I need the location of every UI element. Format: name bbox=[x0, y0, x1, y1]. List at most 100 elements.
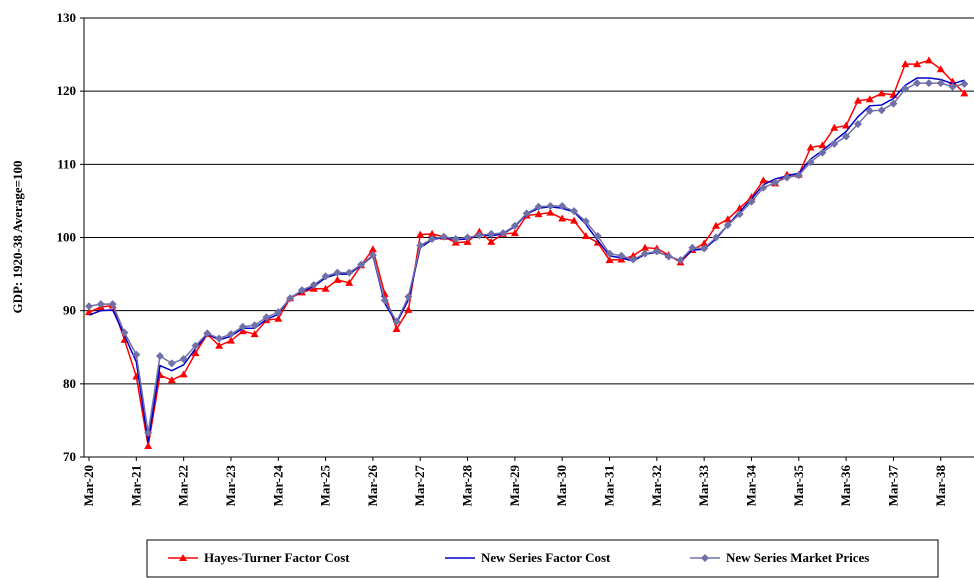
data-point bbox=[735, 210, 744, 219]
data-point bbox=[806, 143, 815, 151]
data-point bbox=[510, 229, 519, 237]
data-point bbox=[321, 272, 330, 281]
line bbox=[88, 82, 965, 433]
data-point bbox=[333, 275, 342, 283]
x-tick-label: Mar-28 bbox=[460, 465, 475, 507]
data-point bbox=[286, 294, 295, 303]
x-tick-label: Mar-26 bbox=[365, 465, 380, 507]
data-point bbox=[357, 260, 366, 269]
data-point bbox=[629, 251, 638, 259]
data-point bbox=[570, 207, 579, 216]
data-point bbox=[487, 237, 496, 245]
data-point bbox=[345, 278, 354, 286]
data-point bbox=[463, 233, 472, 242]
data-point bbox=[487, 229, 496, 238]
data-point bbox=[629, 255, 638, 264]
data-point bbox=[416, 230, 425, 238]
data-point bbox=[250, 321, 259, 330]
data-point bbox=[688, 243, 697, 252]
data-point bbox=[901, 84, 910, 93]
data-point bbox=[226, 330, 235, 339]
data-point bbox=[877, 89, 886, 97]
data-point bbox=[522, 209, 531, 218]
data-point bbox=[120, 328, 129, 337]
data-point bbox=[818, 148, 827, 157]
data-point bbox=[203, 329, 212, 338]
data-point bbox=[416, 241, 425, 250]
data-point bbox=[321, 284, 330, 292]
data-point bbox=[700, 239, 709, 247]
legend-label: Hayes-Turner Factor Cost bbox=[204, 550, 350, 565]
x-tick-label: Mar-31 bbox=[602, 465, 617, 506]
x-tick-label: Mar-29 bbox=[507, 465, 522, 507]
data-point bbox=[806, 158, 815, 167]
legend-label: New Series Market Prices bbox=[726, 550, 869, 565]
data-point bbox=[901, 60, 910, 68]
data-point bbox=[96, 300, 105, 309]
data-point bbox=[581, 232, 590, 240]
data-point bbox=[392, 324, 401, 332]
data-point bbox=[676, 256, 685, 265]
data-point bbox=[913, 79, 922, 88]
data-point bbox=[108, 300, 117, 309]
data-point bbox=[167, 376, 176, 384]
data-point bbox=[605, 249, 614, 258]
data-point bbox=[581, 217, 590, 226]
data-point bbox=[960, 79, 969, 88]
data-point bbox=[534, 202, 543, 211]
data-point bbox=[865, 106, 874, 115]
data-point bbox=[144, 428, 153, 437]
data-point bbox=[238, 322, 247, 331]
data-point bbox=[179, 370, 188, 378]
data-point bbox=[747, 197, 756, 206]
data-point bbox=[936, 65, 945, 73]
data-point bbox=[641, 249, 650, 258]
data-point bbox=[155, 352, 164, 361]
x-tick-label: Mar-34 bbox=[743, 465, 758, 507]
data-point bbox=[877, 106, 886, 115]
legend-box bbox=[146, 539, 939, 578]
x-tick-label: Mar-38 bbox=[933, 465, 948, 507]
x-tick-label: Mar-20 bbox=[81, 465, 96, 506]
data-point bbox=[546, 202, 555, 211]
data-point bbox=[865, 95, 874, 103]
legend-marker bbox=[179, 554, 187, 561]
y-tick-label: 110 bbox=[57, 156, 76, 171]
data-point bbox=[215, 334, 224, 343]
data-point bbox=[534, 210, 543, 218]
data-point bbox=[380, 296, 389, 305]
data-point bbox=[368, 251, 377, 260]
x-tick-label: Mar-33 bbox=[696, 465, 711, 507]
data-point bbox=[641, 243, 650, 251]
y-tick-label: 120 bbox=[57, 83, 77, 98]
data-point bbox=[948, 82, 957, 91]
data-point bbox=[179, 354, 188, 363]
data-point bbox=[345, 268, 354, 277]
data-point bbox=[723, 221, 732, 230]
data-point bbox=[392, 317, 401, 326]
data-point bbox=[558, 214, 567, 222]
legend-label: New Series Factor Cost bbox=[481, 550, 611, 565]
data-point bbox=[439, 232, 448, 241]
y-tick-label: 100 bbox=[57, 230, 77, 245]
y-tick-label: 80 bbox=[63, 376, 76, 391]
x-tick-label: Mar-22 bbox=[176, 465, 191, 506]
data-point bbox=[191, 349, 200, 357]
data-point bbox=[842, 121, 851, 129]
data-point bbox=[215, 341, 224, 349]
data-point bbox=[617, 251, 626, 260]
data-point bbox=[297, 286, 306, 295]
x-tick-label: Mar-27 bbox=[412, 465, 427, 507]
data-point bbox=[85, 302, 93, 311]
data-point bbox=[475, 231, 484, 240]
data-point bbox=[404, 292, 413, 301]
data-point bbox=[404, 305, 413, 313]
data-point bbox=[85, 308, 93, 316]
x-tick-label: Mar-30 bbox=[554, 465, 569, 506]
data-point bbox=[132, 350, 141, 359]
x-tick-label: Mar-37 bbox=[885, 465, 900, 507]
data-point bbox=[771, 178, 780, 187]
data-point bbox=[664, 252, 673, 261]
data-point bbox=[842, 132, 851, 141]
